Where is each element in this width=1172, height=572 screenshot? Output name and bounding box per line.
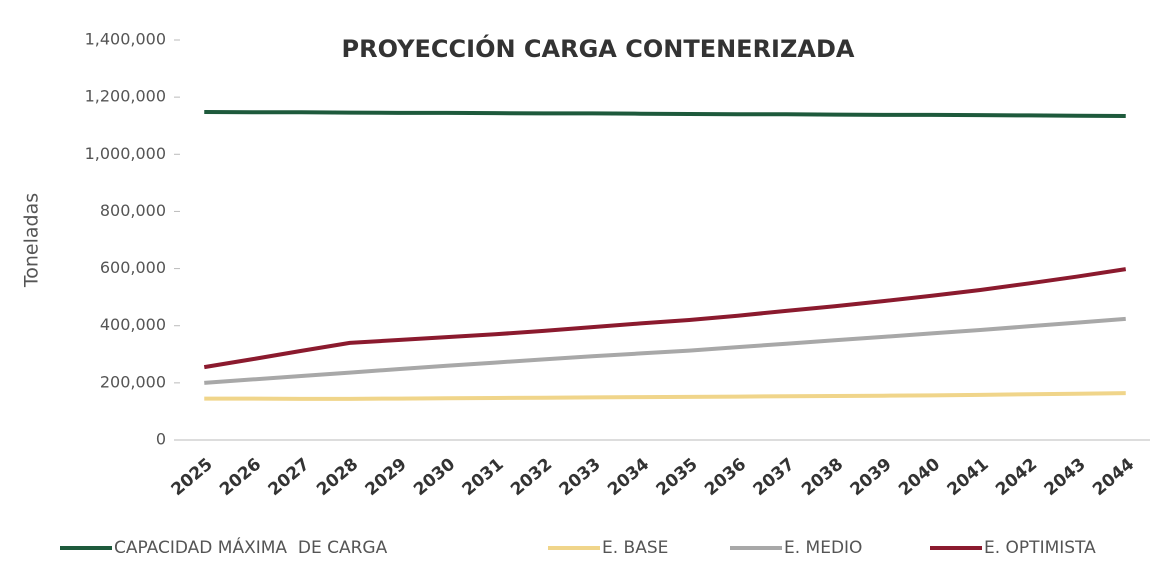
y-tick-label: 1,000,000: [85, 144, 166, 163]
y-tick-label: 600,000: [100, 258, 166, 277]
legend-label: E. MEDIO: [784, 538, 862, 558]
legend-label: E. BASE: [602, 538, 668, 558]
y-tick-label: 1,400,000: [85, 30, 166, 49]
y-tick-label: 0: [156, 430, 166, 449]
series-line: [204, 110, 1126, 118]
legend-label: E. OPTIMISTA: [984, 538, 1096, 558]
y-tick-label: 200,000: [100, 372, 166, 391]
chart-title: PROYECCIÓN CARGA CONTENERIZADA: [342, 33, 855, 63]
series-line: [204, 391, 1126, 401]
y-tick-label: 1,200,000: [85, 87, 166, 106]
series-line: [204, 316, 1126, 385]
y-axis-label: Toneladas: [21, 193, 43, 288]
y-tick-label: 800,000: [100, 201, 166, 220]
series-line: [203, 267, 1127, 370]
legend-label: CAPACIDAD MÁXIMA DE CARGA: [114, 536, 388, 558]
y-tick-label: 400,000: [100, 315, 166, 334]
